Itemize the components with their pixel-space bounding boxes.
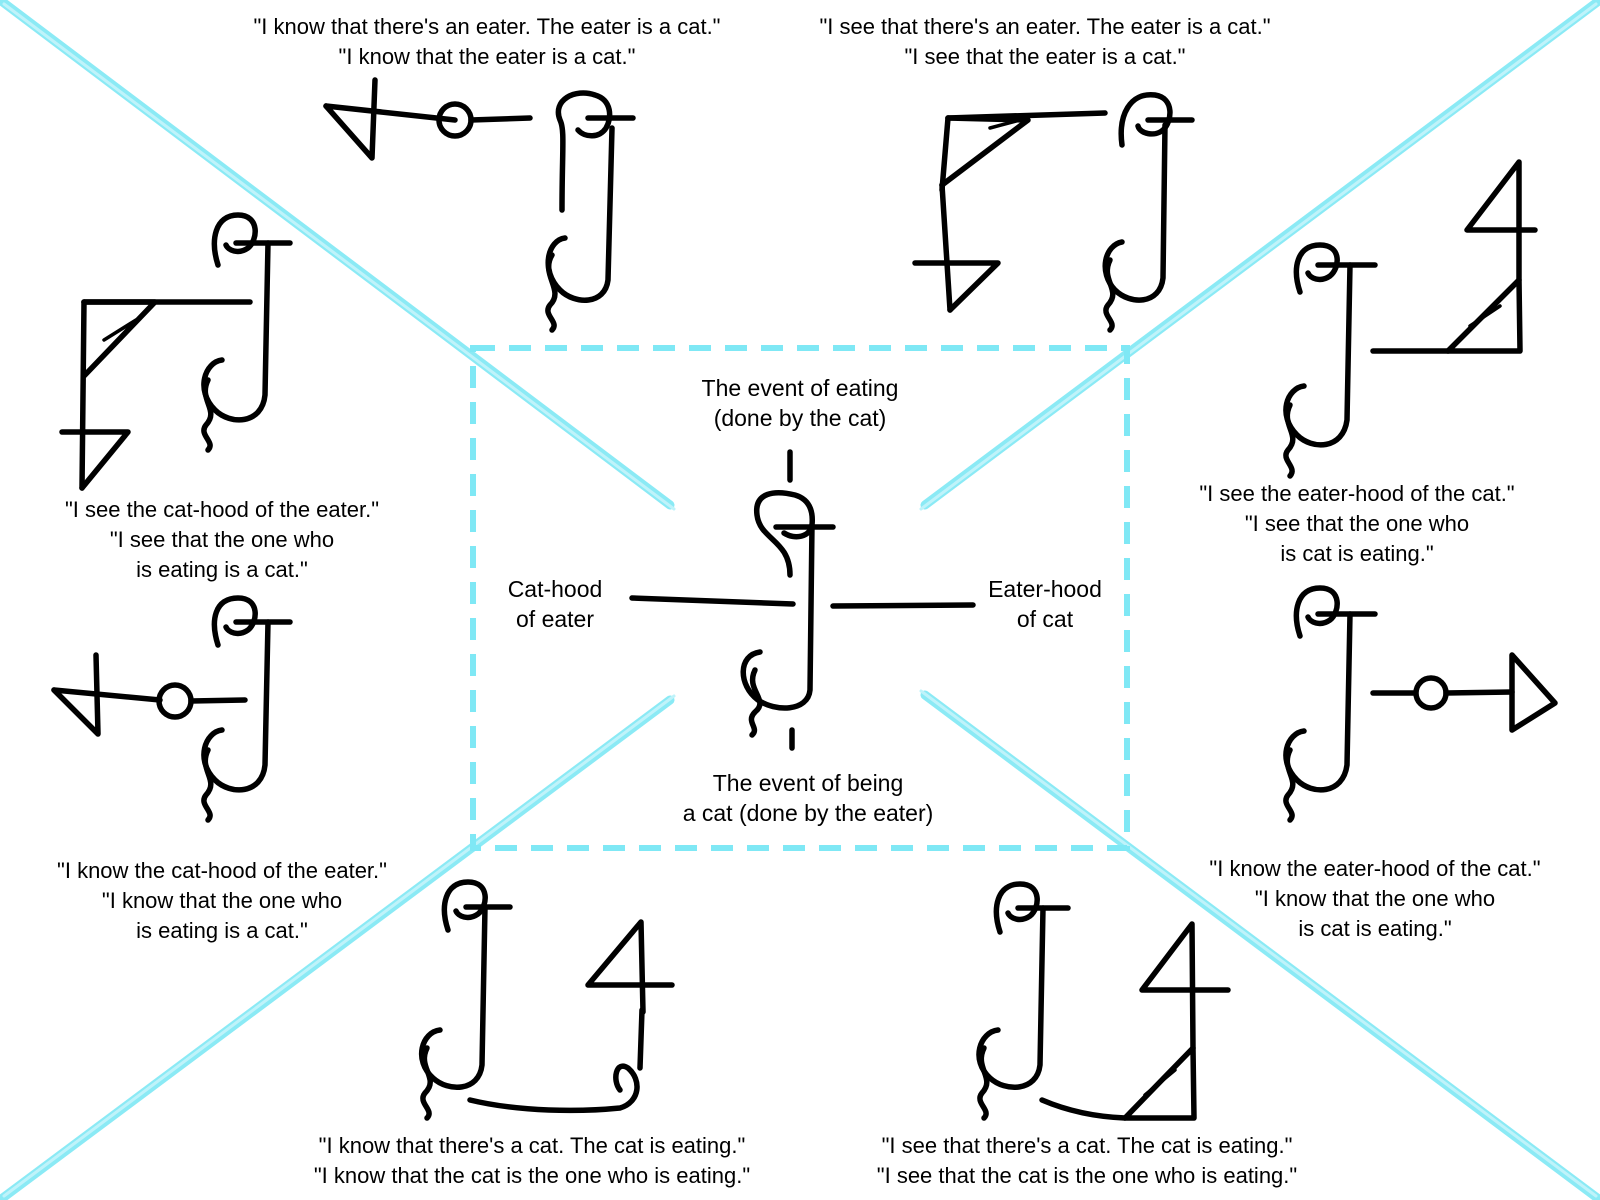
center-right-label: Eater-hood of cat [988, 576, 1102, 632]
right-upper-glyph [1283, 159, 1538, 479]
caption-right-lower: "I know the eater-hood of the cat." "I k… [1209, 856, 1541, 941]
center-left-label: Cat-hood of eater [507, 576, 603, 632]
caption-bottom-right: "I see that there's a cat. The cat is ea… [876, 1133, 1298, 1188]
caption-top-right: "I see that there's an eater. The eater … [819, 14, 1271, 69]
caption-bottom-left: "I know that there's a cat. The cat is e… [313, 1133, 751, 1188]
left-lower-glyph [51, 595, 293, 823]
bottom-right-glyph [976, 881, 1231, 1121]
center-bottom-label: The event of being a cat (done by the ea… [682, 770, 934, 826]
center-dashed-box [470, 345, 1130, 851]
bottom-left-glyph [419, 879, 675, 1121]
top-left-glyph [323, 77, 636, 333]
top-right-glyph [912, 92, 1195, 333]
right-lower-glyph [1283, 585, 1558, 823]
caption-left-upper: "I see the cat-hood of the eater." "I se… [64, 497, 380, 582]
center-core-glyph [629, 449, 976, 751]
caption-right-upper: "I see the eater-hood of the cat." "I se… [1199, 481, 1515, 566]
caption-top-left: "I know that there's an eater. The eater… [253, 14, 721, 69]
center-top-label: The event of eating (done by the cat) [701, 375, 899, 431]
caption-left-lower: "I know the cat-hood of the eater." "I k… [57, 858, 387, 943]
left-upper-glyph [59, 212, 293, 491]
